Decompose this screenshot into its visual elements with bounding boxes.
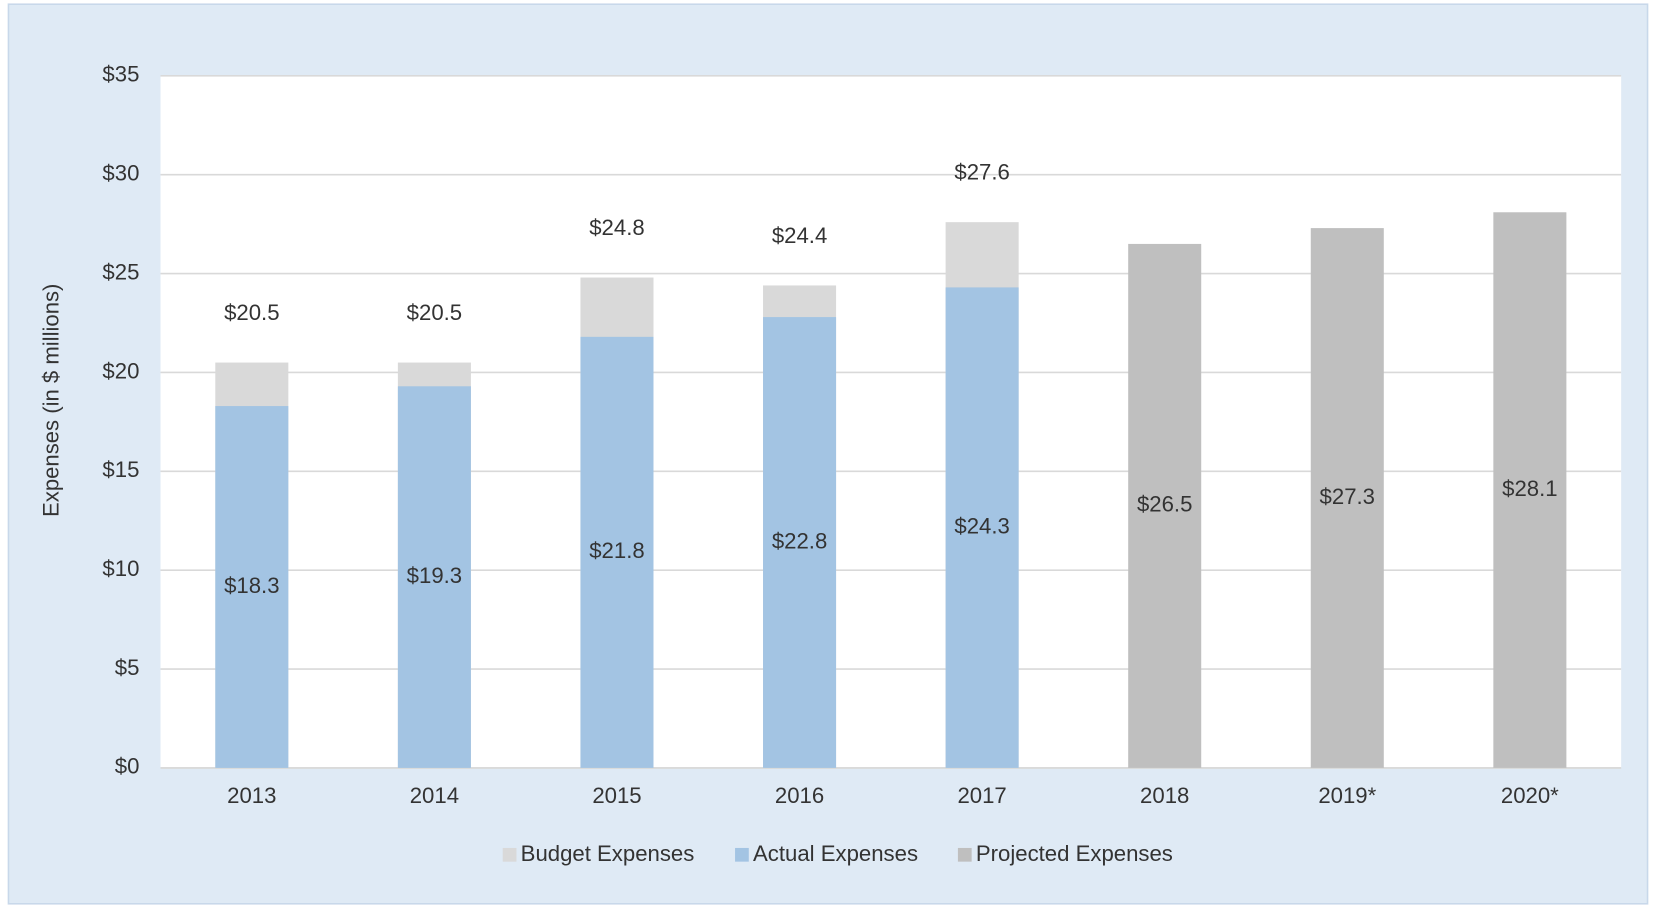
- x-tick-label: 2020*: [1501, 783, 1559, 808]
- bar: [1493, 212, 1567, 768]
- plot-area: [160, 75, 1622, 768]
- bar: [580, 336, 654, 768]
- bar: [397, 386, 471, 768]
- y-tick-label: $35: [102, 62, 139, 87]
- data-label: $19.3: [407, 563, 462, 588]
- y-tick-label: $25: [102, 259, 139, 284]
- data-label: $27.6: [954, 160, 1009, 185]
- data-label: $18.3: [224, 573, 279, 598]
- data-label: $21.8: [589, 538, 644, 563]
- data-label: $20.5: [224, 300, 279, 325]
- data-label: $24.4: [772, 223, 827, 248]
- data-label: $28.1: [1502, 476, 1557, 501]
- legend-label: Actual Expenses: [753, 841, 918, 866]
- x-tick-label: 2019*: [1318, 783, 1376, 808]
- y-tick-label: $10: [102, 556, 139, 581]
- legend-swatch: [735, 847, 749, 862]
- bar: [763, 317, 837, 768]
- y-tick-label: $0: [115, 754, 140, 779]
- x-tick-label: 2015: [592, 783, 641, 808]
- data-label: $24.3: [954, 514, 1009, 539]
- y-tick-label: $15: [102, 457, 139, 482]
- x-tick-label: 2014: [410, 783, 459, 808]
- legend-label: Projected Expenses: [976, 841, 1173, 866]
- legend-label: Budget Expenses: [521, 841, 695, 866]
- x-tick-label: 2013: [227, 783, 276, 808]
- y-axis-label: Expenses (in $ millions): [39, 284, 64, 517]
- y-tick-label: $20: [102, 358, 139, 383]
- bar: [215, 406, 289, 768]
- x-tick-label: 2016: [775, 783, 824, 808]
- data-label: $20.5: [407, 300, 462, 325]
- x-tick-label: 2018: [1140, 783, 1189, 808]
- data-label: $27.3: [1320, 484, 1375, 509]
- x-tick-label: 2017: [957, 783, 1006, 808]
- legend-swatch: [957, 847, 972, 862]
- data-label: $24.8: [589, 215, 644, 240]
- bar: [945, 287, 1019, 768]
- data-label: $26.5: [1137, 492, 1192, 517]
- y-tick-label: $30: [102, 161, 139, 186]
- legend-swatch: [502, 847, 517, 862]
- y-tick-label: $5: [115, 655, 140, 680]
- data-label: $22.8: [772, 528, 827, 553]
- bar: [1128, 243, 1202, 768]
- bar: [1310, 228, 1384, 768]
